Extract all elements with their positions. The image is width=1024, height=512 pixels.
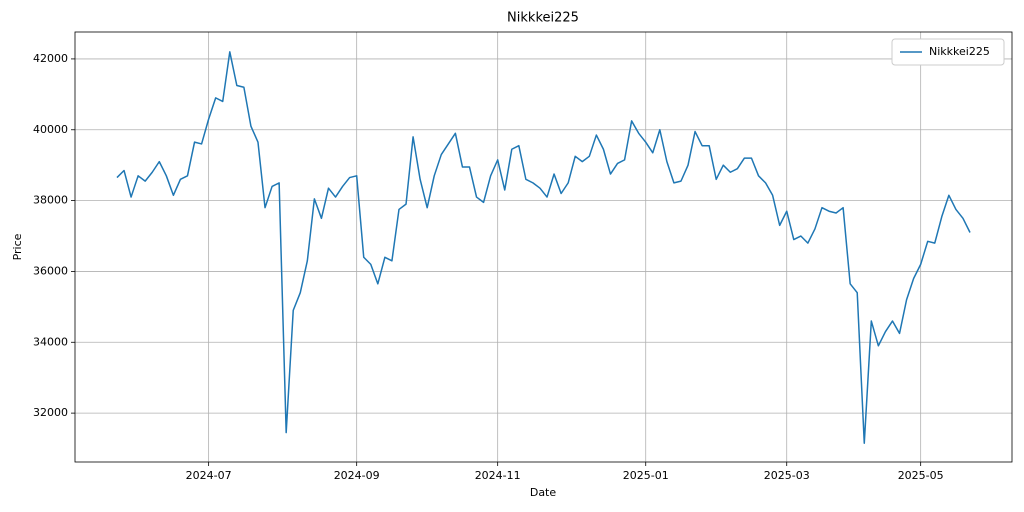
x-tick-label: 2024-07 xyxy=(186,469,232,482)
x-tick-label: 2024-09 xyxy=(334,469,380,482)
y-tick-label: 32000 xyxy=(33,406,68,419)
x-tick-label: 2025-01 xyxy=(623,469,669,482)
y-tick-label: 36000 xyxy=(33,264,68,277)
data-line xyxy=(116,51,971,444)
legend-label: Nikkkei225 xyxy=(929,45,990,58)
x-tick-label: 2025-05 xyxy=(898,469,944,482)
legend: Nikkkei225 xyxy=(891,38,1005,66)
plot-frame xyxy=(74,31,1013,463)
y-tick-label: 38000 xyxy=(33,194,68,207)
x-tick-label: 2025-03 xyxy=(764,469,810,482)
y-tick-label: 34000 xyxy=(33,335,68,348)
x-axis-label: Date xyxy=(530,486,557,499)
y-tick-label: 40000 xyxy=(33,123,68,136)
y-axis-label: Price xyxy=(11,233,24,260)
y-tick-label: 42000 xyxy=(33,52,68,65)
chart-title: Nikkkei225 xyxy=(507,11,579,26)
legend-box xyxy=(891,38,1005,66)
x-tick-label: 2024-11 xyxy=(475,469,521,482)
